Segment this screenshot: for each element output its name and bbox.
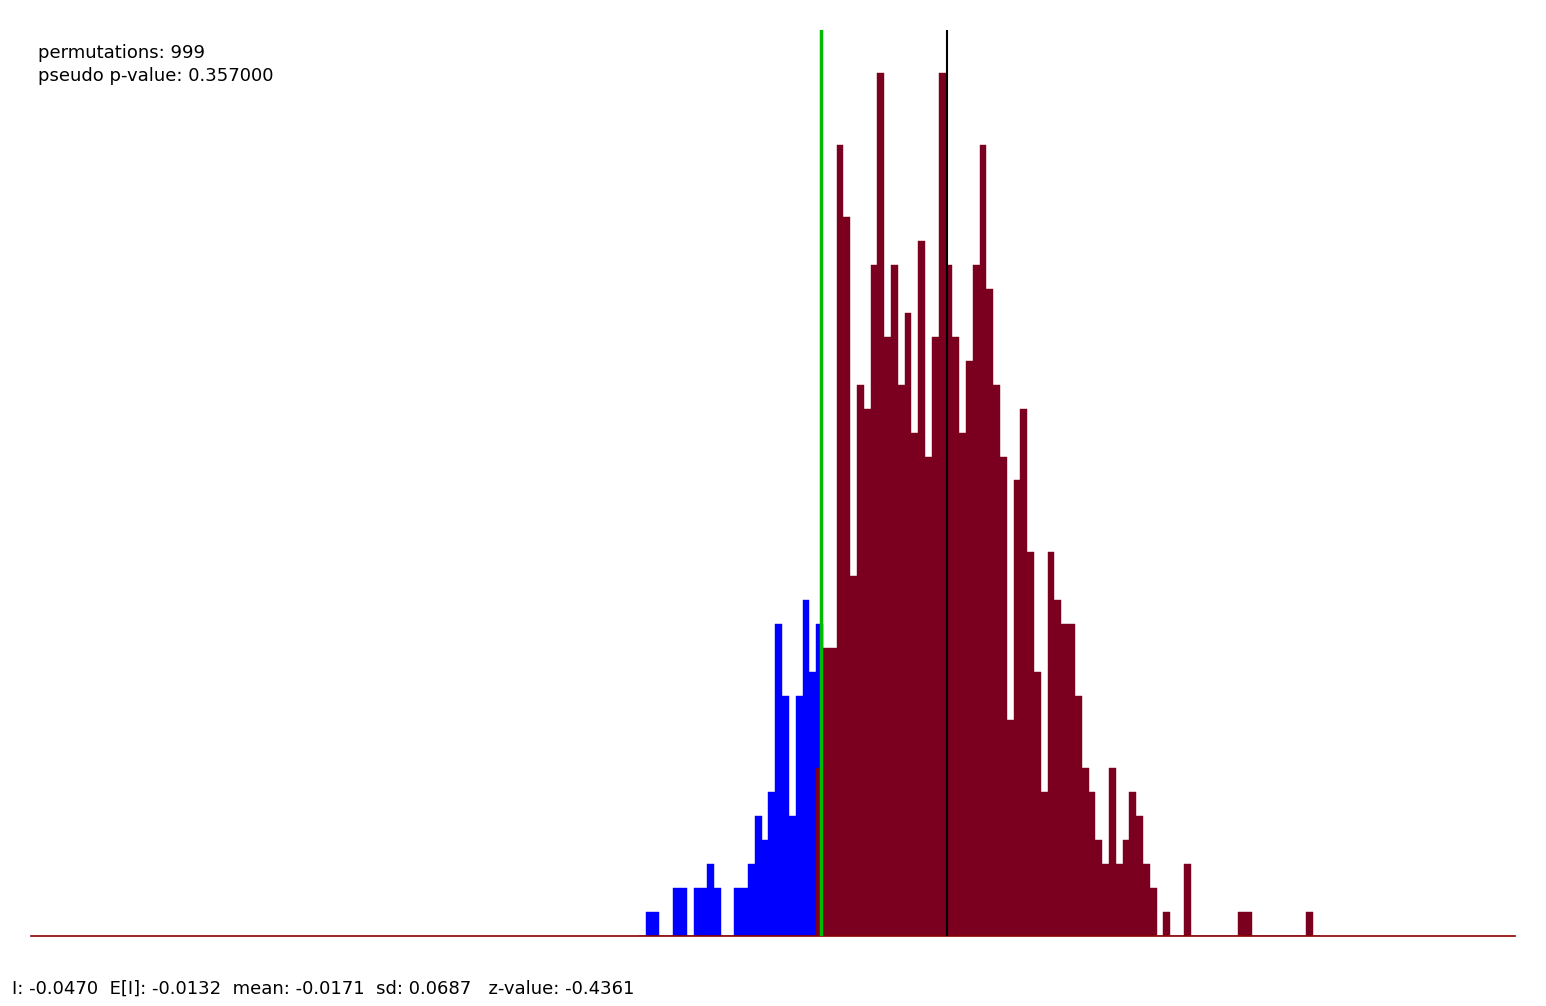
Bar bbox=[1142, 864, 1150, 936]
Bar bbox=[809, 672, 816, 936]
Bar bbox=[1116, 864, 1122, 936]
Bar bbox=[1245, 911, 1252, 936]
Bar bbox=[802, 601, 809, 936]
Bar bbox=[1006, 720, 1014, 936]
Bar bbox=[959, 433, 966, 936]
Bar bbox=[782, 696, 788, 936]
Bar bbox=[878, 73, 884, 936]
Bar bbox=[734, 887, 741, 936]
Bar bbox=[816, 768, 822, 936]
Bar bbox=[700, 887, 707, 936]
Bar bbox=[1150, 887, 1156, 936]
Bar bbox=[796, 696, 802, 936]
Bar bbox=[754, 816, 762, 936]
Bar bbox=[830, 648, 836, 936]
Text: I: -0.0470  E[I]: -0.0132  mean: -0.0171  sd: 0.0687   z-value: -0.4361: I: -0.0470 E[I]: -0.0132 mean: -0.0171 s… bbox=[12, 980, 635, 998]
Bar bbox=[952, 337, 959, 936]
Bar bbox=[673, 887, 680, 936]
Bar bbox=[856, 384, 864, 936]
Bar bbox=[1074, 696, 1082, 936]
Bar bbox=[1136, 816, 1142, 936]
Bar bbox=[775, 624, 782, 936]
Bar bbox=[850, 576, 856, 936]
Bar bbox=[938, 73, 946, 936]
Bar bbox=[714, 887, 720, 936]
Bar bbox=[1068, 624, 1074, 936]
Bar bbox=[741, 887, 748, 936]
Bar bbox=[884, 337, 890, 936]
Bar bbox=[932, 337, 938, 936]
Bar bbox=[762, 840, 768, 936]
Bar bbox=[1306, 911, 1313, 936]
Bar bbox=[972, 265, 980, 936]
Bar bbox=[904, 313, 912, 936]
Bar bbox=[1108, 768, 1116, 936]
Bar bbox=[844, 217, 850, 936]
Text: permutations: 999
pseudo p-value: 0.357000: permutations: 999 pseudo p-value: 0.3570… bbox=[39, 44, 274, 86]
Bar bbox=[864, 408, 870, 936]
Bar bbox=[870, 265, 878, 936]
Bar bbox=[946, 265, 952, 936]
Bar bbox=[836, 145, 844, 936]
Bar bbox=[993, 384, 1000, 936]
Bar bbox=[822, 648, 830, 936]
Bar bbox=[925, 457, 932, 936]
Bar bbox=[1184, 864, 1190, 936]
Bar bbox=[1095, 840, 1102, 936]
Bar bbox=[768, 792, 775, 936]
Bar bbox=[912, 433, 918, 936]
Bar bbox=[898, 384, 904, 936]
Bar bbox=[646, 911, 652, 936]
Bar bbox=[694, 887, 700, 936]
Bar bbox=[980, 145, 986, 936]
Bar bbox=[1048, 552, 1054, 936]
Bar bbox=[816, 624, 822, 936]
Bar bbox=[1122, 840, 1130, 936]
Bar bbox=[1082, 768, 1088, 936]
Bar bbox=[1040, 792, 1048, 936]
Bar bbox=[1088, 792, 1095, 936]
Bar bbox=[966, 361, 972, 936]
Bar bbox=[680, 887, 686, 936]
Bar bbox=[1164, 911, 1170, 936]
Bar bbox=[1102, 864, 1108, 936]
Bar bbox=[748, 864, 754, 936]
Bar bbox=[1238, 911, 1245, 936]
Bar bbox=[890, 265, 898, 936]
Bar bbox=[1000, 457, 1006, 936]
Bar bbox=[1020, 408, 1027, 936]
Bar bbox=[788, 816, 796, 936]
Bar bbox=[1014, 481, 1020, 936]
Bar bbox=[1034, 672, 1040, 936]
Bar bbox=[1054, 601, 1061, 936]
Bar bbox=[986, 289, 993, 936]
Bar bbox=[707, 864, 714, 936]
Bar bbox=[1027, 552, 1034, 936]
Bar bbox=[652, 911, 660, 936]
Bar bbox=[1130, 792, 1136, 936]
Bar bbox=[918, 241, 925, 936]
Bar bbox=[1061, 624, 1068, 936]
